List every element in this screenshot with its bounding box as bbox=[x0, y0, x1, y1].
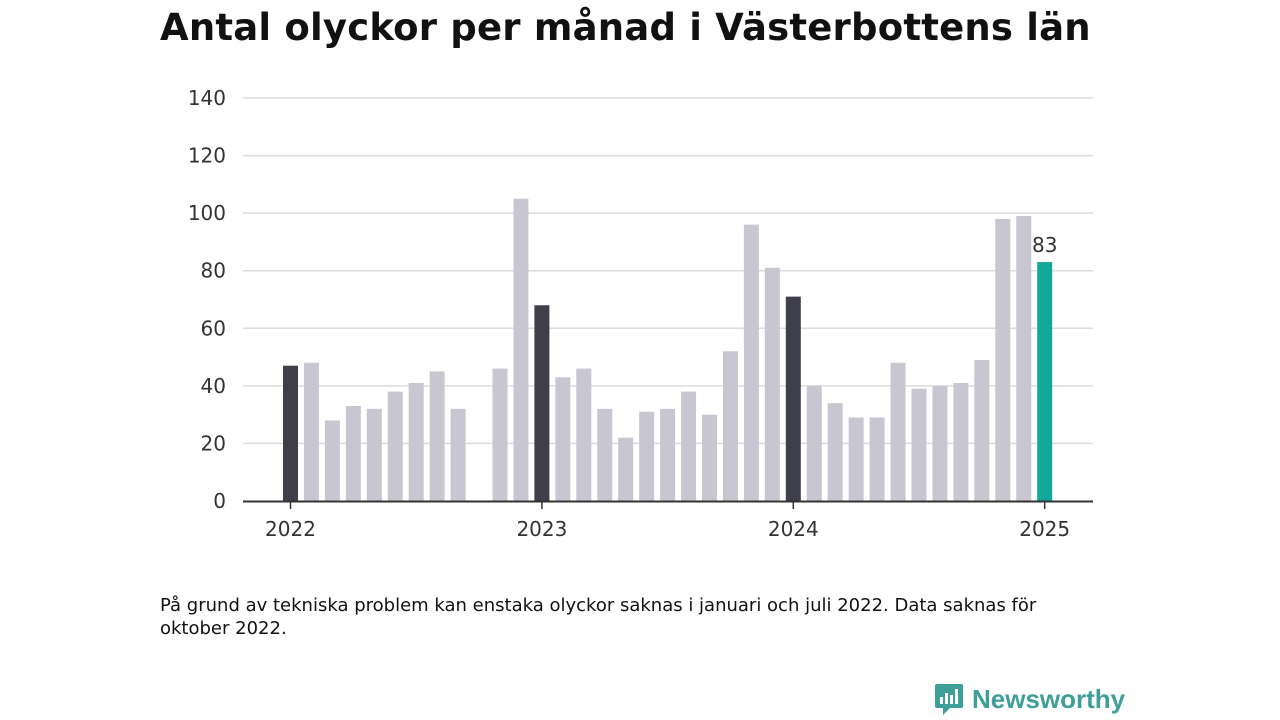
y-tick-label: 0 bbox=[213, 489, 226, 513]
bar-2023-05 bbox=[618, 437, 634, 501]
bar-2024-05 bbox=[869, 417, 885, 501]
bar-2023-01 bbox=[534, 305, 550, 501]
bar-2022-04 bbox=[345, 406, 361, 501]
bar-2023-10 bbox=[722, 351, 738, 501]
bar-2024-09 bbox=[953, 382, 969, 501]
y-tick-label: 80 bbox=[201, 259, 226, 283]
y-tick-label: 120 bbox=[188, 144, 226, 168]
bar-2022-08 bbox=[429, 371, 445, 501]
bar-2023-04 bbox=[597, 408, 613, 501]
bar-2022-01 bbox=[283, 365, 298, 501]
bar-2024-12 bbox=[1016, 216, 1032, 501]
bar-2024-06 bbox=[890, 362, 906, 501]
bar-2024-01 bbox=[785, 296, 801, 501]
y-tick-label: 40 bbox=[201, 374, 226, 398]
y-tick-label: 20 bbox=[201, 431, 226, 455]
x-tick-label: 2025 bbox=[1019, 517, 1070, 541]
latest-value-label: 83 bbox=[1032, 233, 1057, 257]
bar-2024-07 bbox=[911, 388, 927, 501]
bar-2022-11 bbox=[492, 368, 508, 501]
bar-2023-02 bbox=[555, 377, 571, 501]
bar-2024-02 bbox=[806, 385, 822, 501]
bar-2024-04 bbox=[848, 417, 864, 501]
x-tick-label: 2022 bbox=[265, 517, 316, 541]
bar-2023-09 bbox=[702, 414, 717, 501]
bar-2022-09 bbox=[450, 408, 466, 501]
x-tick-label: 2023 bbox=[516, 517, 567, 541]
bar-2022-05 bbox=[366, 408, 382, 501]
y-axis-ticks: 0 20 40 60 80 100 120 140 bbox=[188, 86, 226, 513]
bar-2025-01 bbox=[1037, 262, 1053, 501]
bar-2023-06 bbox=[639, 411, 655, 501]
logo-text: Newsworthy bbox=[972, 683, 1126, 714]
gridlines bbox=[243, 97, 1093, 445]
bar-2024-08 bbox=[932, 385, 948, 501]
bar-2023-11 bbox=[743, 224, 759, 501]
bar-2023-08 bbox=[681, 391, 697, 501]
x-tick-label: 2024 bbox=[768, 517, 819, 541]
bar-2024-03 bbox=[827, 403, 843, 501]
bar-2022-12 bbox=[513, 198, 529, 501]
bar-2022-07 bbox=[408, 382, 424, 501]
x-axis-ticks: 2022 2023 2024 2025 bbox=[265, 501, 1070, 541]
y-tick-label: 60 bbox=[201, 316, 226, 340]
bar-2023-12 bbox=[764, 267, 780, 501]
bar-2022-02 bbox=[303, 362, 319, 501]
bar-2023-07 bbox=[660, 408, 676, 501]
bar-2022-06 bbox=[387, 391, 403, 501]
y-tick-label: 140 bbox=[188, 86, 226, 110]
y-tick-label: 100 bbox=[188, 201, 226, 225]
bar-2023-03 bbox=[576, 368, 592, 501]
bar-2022-03 bbox=[324, 420, 340, 501]
bar-2024-10 bbox=[974, 359, 990, 501]
bar-2024-11 bbox=[995, 218, 1011, 501]
newsworthy-logo: Newsworthy bbox=[934, 682, 1125, 716]
footnote: På grund av tekniska problem kan enstaka… bbox=[160, 595, 1037, 639]
chart-title: Antal olyckor per månad i Västerbottens … bbox=[160, 6, 1091, 49]
bars bbox=[283, 198, 1053, 501]
newsworthy-logo-icon bbox=[935, 684, 963, 715]
